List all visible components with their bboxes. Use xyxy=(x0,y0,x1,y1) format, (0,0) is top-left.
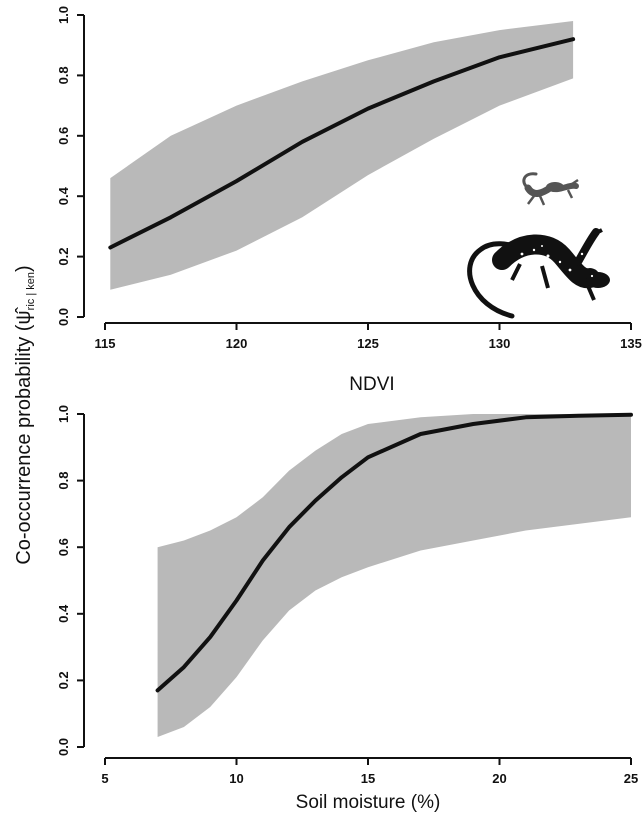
y-tick-label: 0.2 xyxy=(56,248,71,266)
x-ticks: 5 10 15 20 25 xyxy=(101,758,638,786)
y-tick-label: 0.2 xyxy=(56,671,71,689)
y-tick-label: 0.4 xyxy=(56,186,71,205)
x-tick-label: 5 xyxy=(101,771,108,786)
x-tick-label: 135 xyxy=(620,336,642,351)
y-tick-label: 0.0 xyxy=(56,308,71,326)
y-ticks: 0.0 0.2 0.4 0.6 0.8 1.0 xyxy=(56,6,84,326)
y-tick-label: 0.0 xyxy=(56,738,71,756)
ndvi-panel: 115 120 125 130 135 0.0 0.2 0.4 0.6 0.8 1.0 NDVI xyxy=(56,6,642,395)
x-tick-label: 10 xyxy=(229,771,243,786)
shared-y-axis-label: Co-occurrence probability (ψ̂ric | ken) xyxy=(13,265,37,564)
y-tick-label: 1.0 xyxy=(56,6,71,24)
x-tick-label: 20 xyxy=(492,771,506,786)
x-tick-label: 125 xyxy=(357,336,379,351)
confidence-band xyxy=(157,414,631,737)
y-tick-label: 1.0 xyxy=(56,405,71,423)
salamander-small-icon xyxy=(522,172,579,206)
x-tick-label: 15 xyxy=(361,771,375,786)
x-tick-label: 120 xyxy=(226,336,248,351)
y-tick-label: 0.8 xyxy=(56,66,71,84)
soil-moisture-panel: 5 10 15 20 25 0.0 0.2 0.4 0.6 0.8 1.0 Soil moistu… xyxy=(56,405,638,813)
x-ticks: 115 120 125 130 135 xyxy=(95,323,642,351)
y-ticks: 0.0 0.2 0.4 0.6 0.8 1.0 xyxy=(56,405,84,756)
y-tick-label: 0.6 xyxy=(56,538,71,556)
y-tick-label: 0.6 xyxy=(56,127,71,145)
y-tick-label: 0.4 xyxy=(56,604,71,623)
estimate-line xyxy=(108,37,576,250)
x-axis-title: Soil moisture (%) xyxy=(296,792,441,813)
x-tick-label: 115 xyxy=(95,336,116,351)
x-tick-label: 25 xyxy=(624,771,638,786)
confidence-band xyxy=(110,21,574,290)
estimate-line xyxy=(155,412,633,693)
salamander-large-spotted-icon xyxy=(467,228,610,319)
y-tick-label: 0.8 xyxy=(56,472,71,490)
x-tick-label: 130 xyxy=(489,336,511,351)
x-axis-title: NDVI xyxy=(349,374,394,395)
